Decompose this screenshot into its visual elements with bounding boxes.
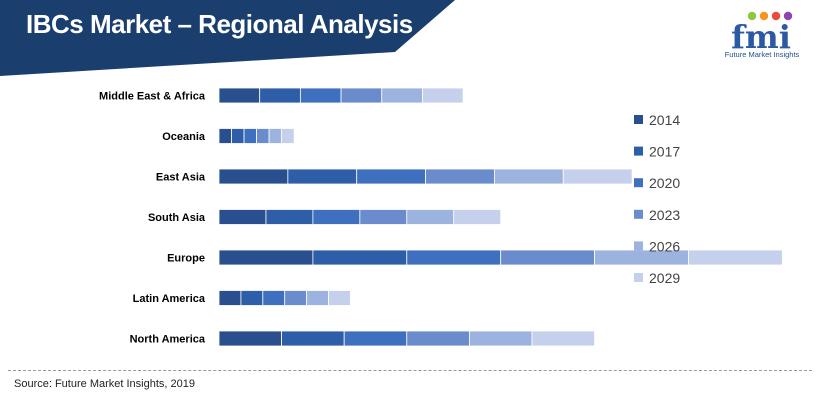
category-label: Oceania xyxy=(162,131,206,143)
bar-segment-2014 xyxy=(218,330,282,347)
bar-segment-2029 xyxy=(453,209,502,225)
bar-segment-2029 xyxy=(422,87,464,104)
bar-segment-2029 xyxy=(562,168,633,185)
legend-swatch xyxy=(634,115,643,124)
category-label: North America xyxy=(130,334,206,346)
bar-segment-2023 xyxy=(256,128,270,144)
bar-segment-2017 xyxy=(281,330,345,347)
legend-label: 2017 xyxy=(649,144,680,160)
legend-label: 2029 xyxy=(649,270,680,286)
bar-segment-2017 xyxy=(287,168,358,185)
bar-segment-2023 xyxy=(500,249,595,266)
bar-segment-2023 xyxy=(359,209,408,225)
bar-segment-2020 xyxy=(262,290,286,306)
bar-segment-2014 xyxy=(218,168,289,185)
legend-label: 2023 xyxy=(649,207,680,223)
category-label: Europe xyxy=(167,253,205,265)
bar-segment-2026 xyxy=(468,330,533,347)
bar-segment-2020 xyxy=(312,209,361,225)
bar-segment-2026 xyxy=(268,128,282,144)
category-label: Latin America xyxy=(133,293,206,305)
legend-swatch xyxy=(634,241,643,251)
bar-segment-2023 xyxy=(406,330,470,347)
bar-segment-2014 xyxy=(218,290,242,306)
logo-letters: fmi xyxy=(731,18,791,56)
legend-label: 2026 xyxy=(649,238,680,254)
footer-divider xyxy=(8,370,812,371)
bar-segment-2029 xyxy=(281,128,295,144)
bar-segment-2017 xyxy=(312,249,408,266)
bar-segment-2014 xyxy=(218,209,267,225)
title-banner xyxy=(0,0,455,76)
bar-segment-2014 xyxy=(218,87,261,104)
logo-dot xyxy=(759,11,769,21)
bar-segment-2017 xyxy=(240,290,264,306)
legend-swatch xyxy=(634,273,643,282)
source-note: Source: Future Market Insights, 2019 xyxy=(14,378,195,390)
logo-company-name: Future Market Insights xyxy=(724,50,800,59)
legend-swatch xyxy=(634,146,643,156)
chart-title: IBCs Market – Regional Analysis xyxy=(26,9,413,39)
legend-swatch xyxy=(634,178,643,188)
category-label: South Asia xyxy=(148,212,206,224)
bar-segment-2026 xyxy=(494,168,564,185)
logo-dot xyxy=(747,11,757,21)
legend-label: 2020 xyxy=(649,175,680,191)
bar-segment-2026 xyxy=(381,87,423,104)
category-label: East Asia xyxy=(156,172,206,184)
bar-segment-2023 xyxy=(425,168,495,185)
legend-swatch xyxy=(634,209,643,219)
bar-segment-2029 xyxy=(328,290,351,306)
logo-dot xyxy=(771,11,781,21)
bar-segment-2020 xyxy=(356,168,426,185)
bar-segment-2017 xyxy=(259,87,301,104)
bar-segment-2017 xyxy=(231,128,245,144)
bar-segment-2020 xyxy=(243,128,257,144)
bar-segment-2029 xyxy=(531,330,595,347)
fmi-logo: fmi xyxy=(731,11,793,56)
bar-segment-2026 xyxy=(406,209,455,225)
bar-segment-2017 xyxy=(265,209,314,225)
stacked-bar-chart: Middle East & Africa Oceania East Asia Sout… xyxy=(99,87,783,347)
bar-segment-2014 xyxy=(218,128,232,144)
bar-segment-2020 xyxy=(299,87,342,104)
bar-segment-2014 xyxy=(218,249,314,266)
logo-dot xyxy=(783,11,793,21)
bar-segment-2029 xyxy=(688,249,783,266)
legend-label: 2014 xyxy=(649,112,680,128)
bar-segment-2026 xyxy=(306,290,329,306)
bar-segment-2020 xyxy=(406,249,502,266)
bar-segment-2023 xyxy=(284,290,308,306)
category-label: Middle East & Africa xyxy=(99,91,206,103)
bar-segment-2023 xyxy=(340,87,383,104)
bar-segment-2020 xyxy=(343,330,408,347)
